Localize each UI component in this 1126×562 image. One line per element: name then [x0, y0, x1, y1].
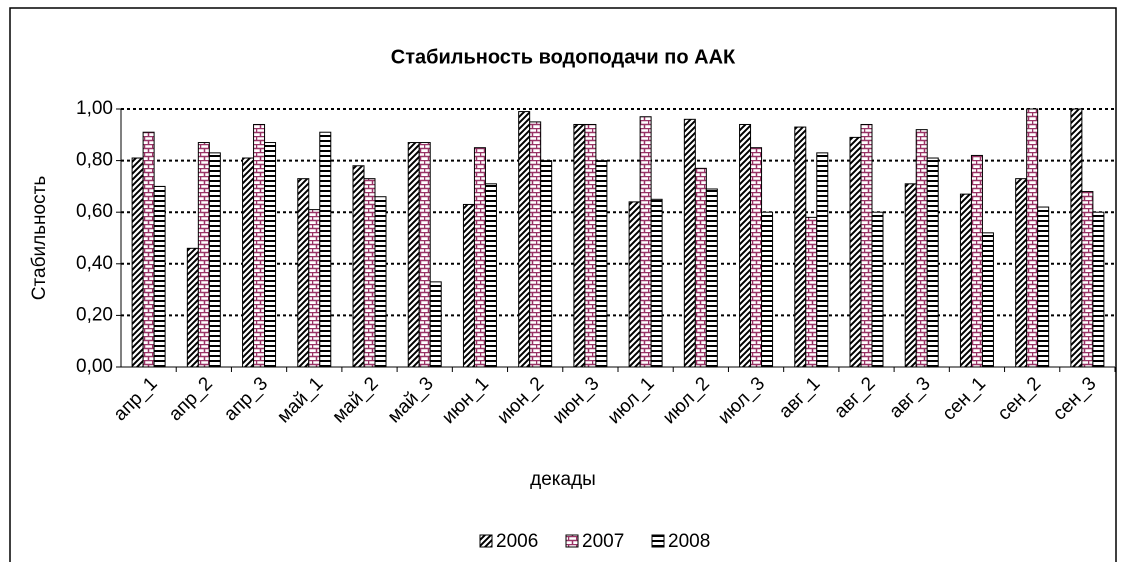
bar: [1026, 108, 1039, 368]
bar: [253, 123, 266, 368]
x-tick-label: май_2: [329, 373, 383, 427]
bar: [319, 131, 332, 368]
bar: [518, 111, 531, 368]
bar: [860, 123, 873, 368]
bar: [352, 165, 365, 368]
bar: [970, 154, 983, 368]
bar: [915, 129, 928, 368]
bar: [904, 183, 917, 368]
x-tick-label: июн_3: [549, 373, 604, 428]
x-tick-label: сен_3: [1049, 373, 1100, 424]
bar: [739, 123, 752, 368]
bar: [208, 152, 221, 368]
y-tick-label: 0,60: [76, 201, 113, 222]
y-axis-title: Стабильность: [29, 176, 50, 301]
legend-label: 2008: [668, 531, 710, 552]
y-tick-label: 0,20: [76, 304, 113, 325]
bar: [639, 116, 652, 368]
legend-label: 2007: [582, 531, 624, 552]
x-tick-label: авг_3: [885, 373, 934, 422]
bar: [573, 123, 586, 368]
bar: [981, 232, 994, 368]
legend-swatch: [651, 534, 665, 548]
bar: [1015, 178, 1028, 368]
bar: [529, 121, 542, 368]
bar: [694, 167, 707, 368]
y-tick-label: 0,40: [76, 253, 113, 274]
y-tick-label: 1,00: [76, 98, 113, 119]
bar: [429, 281, 442, 368]
x-tick-label: апр_2: [165, 373, 217, 425]
bar: [750, 147, 763, 368]
bar: [462, 203, 475, 368]
bar: [308, 209, 321, 368]
legend-swatch: [479, 534, 493, 548]
bar: [959, 193, 972, 368]
bar: [473, 147, 486, 368]
bar: [264, 142, 277, 368]
x-tick-label: сен_1: [939, 373, 990, 424]
bar: [153, 185, 166, 368]
bar: [595, 160, 608, 368]
x-tick-label: май_1: [273, 373, 327, 427]
x-tick-label: апр_1: [110, 373, 162, 425]
bar: [794, 126, 807, 368]
bar: [805, 216, 818, 368]
bar: [540, 160, 553, 368]
legend-swatch: [565, 534, 579, 548]
bar: [1081, 191, 1094, 368]
legend-label: 2006: [496, 531, 538, 552]
bar: [1037, 206, 1050, 368]
x-axis-title: декады: [530, 469, 596, 490]
bar: [1092, 211, 1105, 368]
bar: [484, 183, 497, 368]
x-tick-label: май_3: [384, 373, 438, 427]
x-tick-label: июл_3: [714, 373, 769, 428]
bar: [1070, 108, 1083, 368]
x-tick-label: июл_2: [659, 373, 714, 428]
x-tick-label: июн_2: [493, 373, 548, 428]
bar: [418, 142, 431, 368]
bar: [131, 157, 144, 368]
bar: [816, 152, 829, 368]
bar: [926, 157, 939, 368]
x-tick-label: авг_2: [830, 373, 879, 422]
x-tick-label: авг_1: [775, 373, 824, 422]
x-tick-label: сен_2: [994, 373, 1045, 424]
x-tick-label: июл_1: [604, 373, 659, 428]
bar: [628, 201, 641, 368]
bar: [197, 142, 210, 368]
bar: [363, 178, 376, 368]
bar: [242, 157, 255, 368]
bar: [650, 198, 663, 368]
bar: [142, 131, 155, 368]
bar: [584, 123, 597, 368]
y-tick-label: 0,00: [76, 356, 113, 377]
x-tick-label: апр_3: [220, 373, 272, 425]
bar: [407, 142, 420, 368]
bar: [186, 247, 199, 368]
bar: [297, 178, 310, 368]
x-tick-label: июн_1: [438, 373, 493, 428]
bar: [761, 211, 774, 368]
chart-title: Стабильность водоподачи по ААК: [391, 46, 736, 68]
bar: [374, 196, 387, 368]
bar: [705, 188, 718, 368]
chart-frame: [9, 7, 1117, 562]
y-tick-label: 0,80: [76, 150, 113, 171]
bar: [849, 136, 862, 368]
bar: [871, 211, 884, 368]
bar: [683, 118, 696, 368]
